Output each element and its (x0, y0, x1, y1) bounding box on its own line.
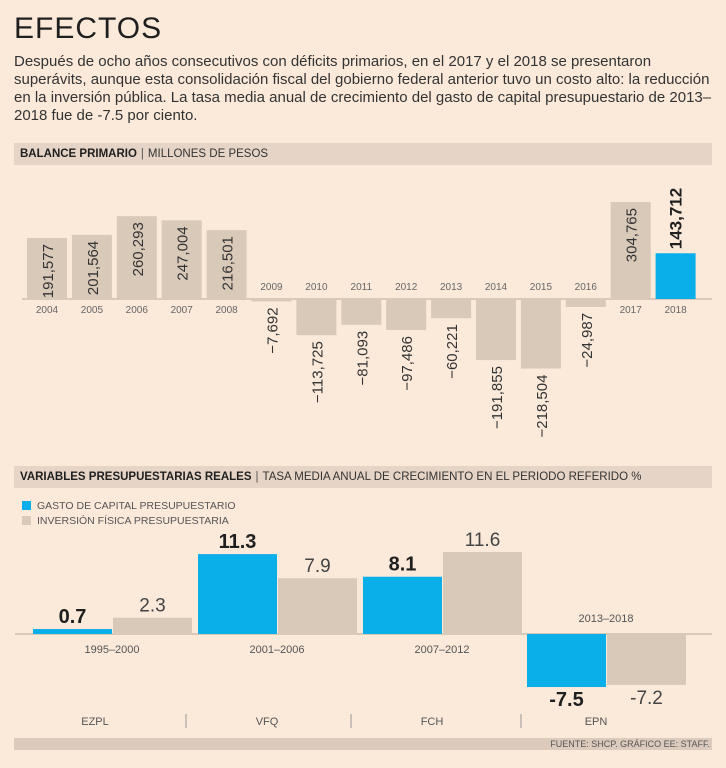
year-label-2007: 2007 (171, 305, 194, 316)
year-label-2005: 2005 (81, 305, 104, 316)
bar-2016 (565, 299, 606, 307)
bar-2006 (116, 216, 157, 299)
bar-2001–2006-s2 (278, 578, 357, 634)
bar-2013–2018-s2 (607, 634, 686, 685)
value-label-2017: 304,765 (624, 208, 641, 262)
section-header-variables: VARIABLES PRESUPUESTARIAS REALES | TASA ME… (14, 466, 712, 488)
bar-2018 (655, 253, 696, 299)
admin-label-EPN: EPN (585, 716, 608, 728)
section-header-balance: BALANCE PRIMARIO | MILLONES DE PESOS (14, 143, 712, 165)
legend-item-gasto: GASTO DE CAPITAL PRESUPUESTARIO (22, 498, 236, 513)
bar-2011 (341, 299, 382, 325)
period-label-1995–2000: 1995–2000 (84, 644, 139, 656)
bar-2005 (71, 234, 112, 299)
value-label-2015: −218,504 (534, 375, 551, 438)
section-subtitle-balance: MILLONES DE PESOS (147, 148, 269, 160)
bar-2014 (476, 299, 516, 361)
legend: GASTO DE CAPITAL PRESUPUESTARIO INVERSIÓ… (22, 498, 236, 528)
value-label-2007: 247,004 (175, 226, 192, 280)
value-label-2006: 260,293 (130, 222, 147, 276)
year-label-2018: 2018 (664, 305, 687, 316)
value-label-2011: −81,093 (354, 331, 371, 386)
value-label-1995–2000-s2: 2.3 (139, 596, 165, 617)
section-title-variables: VARIABLES PRESUPUESTARIAS REALES (20, 471, 252, 483)
value-label-2005: 201,564 (85, 241, 102, 295)
value-label-2013: −60,221 (444, 324, 461, 379)
legend-swatch-gasto (22, 501, 31, 510)
bar-2012 (386, 299, 427, 331)
year-label-2014: 2014 (485, 282, 508, 293)
bar-2013 (431, 299, 472, 319)
bar-2017 (610, 202, 651, 299)
page-title: EFECTOS (14, 12, 163, 45)
value-label-2012: −97,486 (399, 336, 416, 391)
value-label-2004: 191,577 (40, 244, 57, 298)
section-title-balance: BALANCE PRIMARIO (20, 148, 137, 160)
legend-label-gasto: GASTO DE CAPITAL PRESUPUESTARIO (37, 499, 236, 512)
year-label-2008: 2008 (215, 305, 238, 316)
year-label-2015: 2015 (530, 282, 553, 293)
value-label-2008: 216,501 (220, 236, 237, 290)
bar-2001–2006-s1 (198, 554, 277, 634)
variables-presupuestarias-chart: 0.7 2.3 1995–2000 EZPL 11.3 7.9 2001–2006 VFQ 8.… (15, 530, 712, 728)
admin-label-EZPL: EZPL (81, 716, 109, 728)
bar-2007 (161, 220, 202, 299)
bar-2008 (206, 230, 247, 299)
period-label-2013–2018: 2013–2018 (578, 613, 633, 625)
balance-primario-chart: 2004 191,577 2005 201,564 2006 260,293 2007 247… (22, 188, 712, 438)
value-label-2001–2006-s2: 7.9 (304, 556, 330, 577)
footer-bar (14, 738, 712, 750)
year-label-2010: 2010 (305, 282, 328, 293)
value-label-2007–2012-s1: 8.1 (389, 554, 417, 576)
value-label-2001–2006-s1: 11.3 (219, 531, 257, 553)
intro-text: Después de ocho años consecutivos con dé… (14, 53, 712, 124)
value-label-2010: −113,725 (309, 341, 326, 403)
value-label-2013–2018-s1: -7.5 (549, 689, 583, 711)
value-label-1995–2000-s1: 0.7 (59, 606, 87, 628)
year-label-2017: 2017 (620, 305, 643, 316)
value-label-2009: −7,692 (265, 307, 282, 353)
bar-2004 (27, 238, 67, 299)
year-label-2012: 2012 (395, 282, 418, 293)
year-label-2016: 2016 (575, 282, 598, 293)
year-label-2013: 2013 (440, 282, 463, 293)
bar-2007–2012-s2 (443, 552, 522, 634)
source-note: FUENTE: SHCP. GRÁFICO EE: STAFF. (550, 739, 710, 749)
year-label-2004: 2004 (36, 305, 59, 316)
value-label-2013–2018-s2: -7.2 (630, 688, 663, 709)
period-label-2007–2012: 2007–2012 (414, 644, 469, 656)
year-label-2006: 2006 (126, 305, 149, 316)
bar-2007–2012-s1 (363, 576, 442, 634)
period-label-2001–2006: 2001–2006 (249, 644, 304, 656)
admin-label-FCH: FCH (421, 716, 444, 728)
legend-label-inversion: INVERSIÓN FÍSICA PRESUPUESTARIA (37, 514, 229, 527)
bar-2010 (296, 299, 337, 336)
bar-2013–2018-s1 (527, 634, 606, 688)
bar-1995–2000-s1 (33, 629, 112, 634)
value-label-2018: 143,712 (667, 188, 686, 249)
section-subtitle-variables: TASA MEDIA ANUAL DE CRECIMIENTO EN EL PE… (262, 471, 642, 483)
legend-item-inversion: INVERSIÓN FÍSICA PRESUPUESTARIA (22, 513, 236, 528)
year-label-2011: 2011 (351, 282, 373, 293)
year-label-2009: 2009 (260, 282, 283, 293)
value-label-2007–2012-s2: 11.6 (465, 530, 501, 551)
bar-2009 (251, 299, 292, 302)
bar-1995–2000-s2 (113, 617, 192, 634)
value-label-2016: −24,987 (579, 313, 596, 368)
legend-swatch-inversion (22, 516, 31, 525)
value-label-2014: −191,855 (489, 366, 506, 429)
admin-label-VFQ: VFQ (256, 716, 279, 728)
bar-2015 (520, 299, 561, 369)
